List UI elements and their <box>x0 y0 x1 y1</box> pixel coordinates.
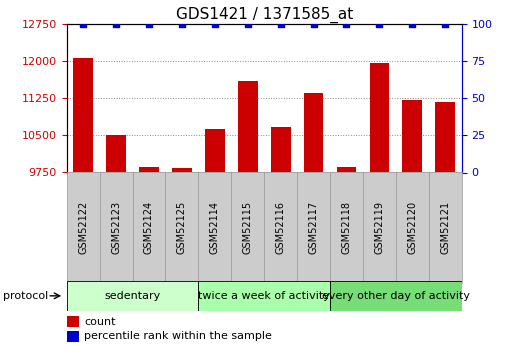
Text: GSM52116: GSM52116 <box>275 201 286 254</box>
Text: GSM52119: GSM52119 <box>374 201 384 254</box>
FancyBboxPatch shape <box>231 172 264 283</box>
FancyBboxPatch shape <box>363 172 396 283</box>
Bar <box>238 81 258 172</box>
Text: percentile rank within the sample: percentile rank within the sample <box>85 331 272 341</box>
FancyBboxPatch shape <box>199 281 330 310</box>
Text: GSM52124: GSM52124 <box>144 201 154 254</box>
FancyBboxPatch shape <box>165 172 199 283</box>
FancyBboxPatch shape <box>396 172 429 283</box>
Bar <box>369 63 389 172</box>
Point <box>342 21 350 27</box>
Text: GSM52115: GSM52115 <box>243 201 253 254</box>
Bar <box>402 100 422 172</box>
Bar <box>139 167 159 172</box>
FancyBboxPatch shape <box>429 172 462 283</box>
Point <box>211 21 219 27</box>
Text: protocol: protocol <box>3 291 48 301</box>
Point <box>145 21 153 27</box>
Point <box>112 21 120 27</box>
Point <box>277 21 285 27</box>
Point <box>244 21 252 27</box>
FancyBboxPatch shape <box>330 281 462 310</box>
Point <box>79 21 87 27</box>
Text: twice a week of activity: twice a week of activity <box>198 291 330 301</box>
Point <box>376 21 384 27</box>
Text: sedentary: sedentary <box>105 291 161 301</box>
FancyBboxPatch shape <box>67 172 100 283</box>
FancyBboxPatch shape <box>100 172 132 283</box>
FancyBboxPatch shape <box>297 172 330 283</box>
FancyBboxPatch shape <box>132 172 165 283</box>
FancyBboxPatch shape <box>199 172 231 283</box>
Bar <box>205 129 225 172</box>
FancyBboxPatch shape <box>264 172 297 283</box>
Bar <box>436 102 455 172</box>
Text: GSM52123: GSM52123 <box>111 201 121 254</box>
Text: count: count <box>85 317 116 327</box>
Bar <box>106 135 126 172</box>
Text: GSM52118: GSM52118 <box>342 201 351 254</box>
Text: GSM52125: GSM52125 <box>177 201 187 254</box>
Bar <box>73 58 93 172</box>
FancyBboxPatch shape <box>330 172 363 283</box>
FancyBboxPatch shape <box>67 281 199 310</box>
Point <box>408 21 417 27</box>
Text: GSM52120: GSM52120 <box>407 201 417 254</box>
Text: GSM52121: GSM52121 <box>440 201 450 254</box>
Text: GSM52114: GSM52114 <box>210 201 220 254</box>
Bar <box>172 168 192 172</box>
Bar <box>304 93 323 172</box>
Bar <box>337 167 357 172</box>
Bar <box>67 331 78 342</box>
Bar <box>271 127 290 172</box>
Text: GSM52122: GSM52122 <box>78 201 88 254</box>
Point <box>178 21 186 27</box>
Text: every other day of activity: every other day of activity <box>322 291 470 301</box>
Point <box>441 21 449 27</box>
Text: GSM52117: GSM52117 <box>309 201 319 254</box>
Point <box>309 21 318 27</box>
Bar <box>67 316 78 327</box>
Title: GDS1421 / 1371585_at: GDS1421 / 1371585_at <box>175 7 353 23</box>
